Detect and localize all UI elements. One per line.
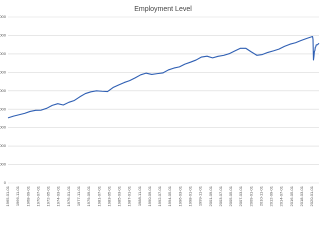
x-tick-label: 1998-01-01 (188, 185, 193, 206)
x-tick-label: 2001-09-01 (208, 185, 213, 206)
y-tick-label: 180000 (0, 14, 7, 19)
x-tick-label: 1976-01-01 (66, 185, 71, 206)
x-tick-label: 1985-03-01 (117, 185, 122, 206)
chart-title: Employment Level (134, 6, 192, 13)
page: Employment Level 0 20000 40000 60000 80000 10… (0, 5, 320, 207)
y-tick-label: 160000 (0, 33, 7, 38)
y-tick-label: 60000 (0, 125, 7, 130)
y-tick-label: 100000 (0, 88, 7, 93)
data-line (7, 36, 320, 119)
x-tick-label: 1992-07-01 (157, 185, 162, 206)
y-tick-label: 40000 (0, 143, 7, 148)
x-tick-label: 1970-07-01 (35, 185, 40, 206)
x-tick-label: 1972-05-01 (46, 185, 51, 206)
x-tick-label: 1977-11-01 (76, 185, 81, 206)
x-tick-label: 1999-11-01 (198, 185, 203, 206)
x-tick-label: 1994-05-01 (167, 185, 172, 206)
x-tick-label: 1981-07-01 (96, 185, 101, 206)
x-tick-label: 2007-03-01 (238, 185, 243, 206)
x-tick-label: 2009-01-01 (248, 185, 253, 206)
x-tick-label: 2018-03-01 (299, 185, 304, 206)
x-tick-label: 1990-09-01 (147, 185, 152, 206)
x-tick-label: 1968-09-01 (25, 185, 30, 206)
y-tick-label: 80000 (0, 106, 7, 111)
y-tick-label: 0 (4, 180, 7, 185)
y-tick-label: 120000 (0, 69, 7, 74)
x-tick-label: 1966-11-01 (15, 185, 20, 206)
x-tick-label: 2020-01-01 (309, 185, 314, 206)
x-tick-label: 2016-05-01 (289, 185, 294, 206)
y-tick-label: 140000 (0, 51, 7, 56)
x-tick-label: 1965-01-01 (5, 185, 10, 206)
x-tick-label: 2014-07-01 (279, 185, 284, 206)
x-tick-label: 1988-11-01 (137, 185, 142, 206)
x-tick-label: 2012-09-01 (269, 185, 274, 206)
x-tick-label: 1983-05-01 (106, 185, 111, 206)
y-tick-label: 20000 (0, 162, 7, 167)
x-tick-label: 1996-03-01 (177, 185, 182, 206)
x-tick-label: 2003-07-01 (218, 185, 223, 206)
x-tick-label: 1987-01-01 (127, 185, 132, 206)
x-tick-label: 2005-05-01 (228, 185, 233, 206)
chart: Employment Level 0 20000 40000 60000 80000 10… (0, 6, 320, 206)
x-tick-label: 2010-11-01 (258, 185, 263, 206)
x-tick-label: 1979-09-01 (86, 185, 91, 206)
x-tick-label: 1974-03-01 (56, 185, 61, 206)
